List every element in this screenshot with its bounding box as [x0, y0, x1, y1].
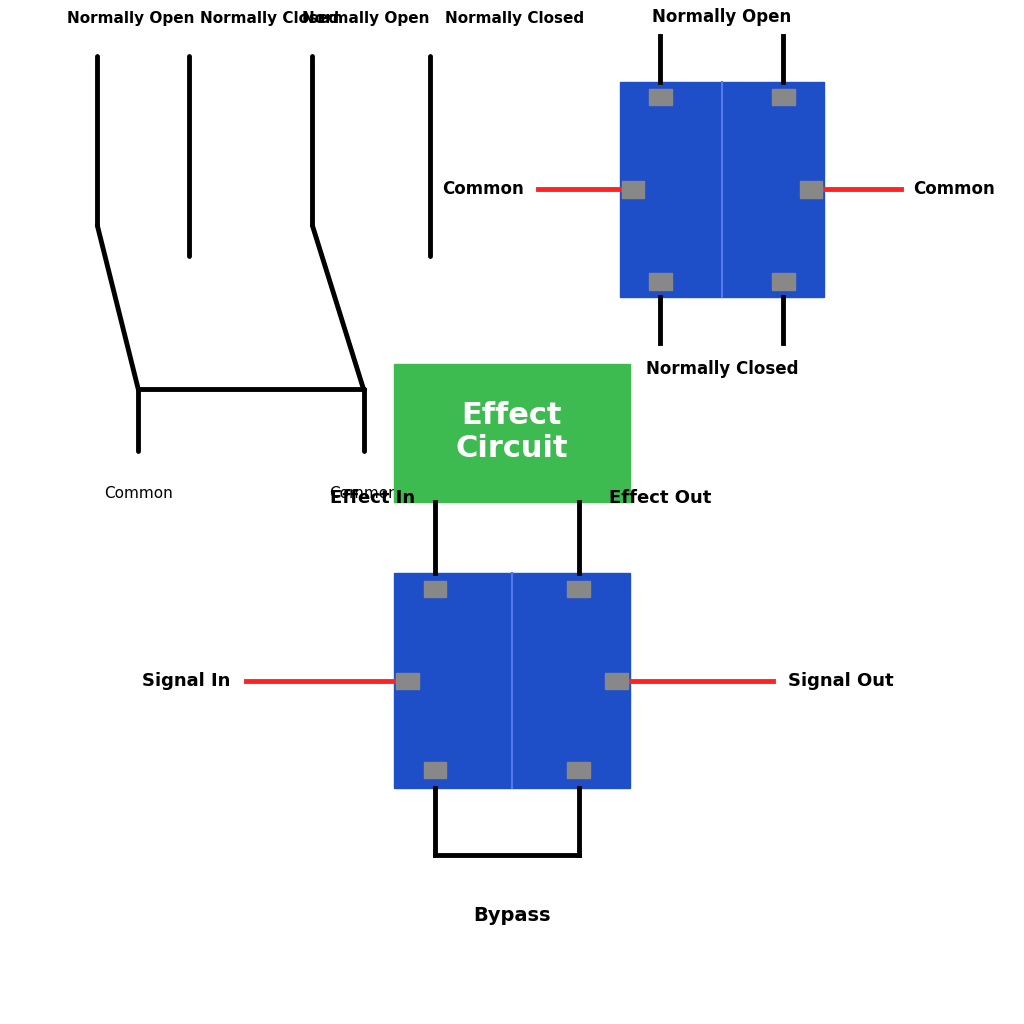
Bar	[394, 364, 630, 502]
Text: Effect In: Effect In	[330, 488, 415, 507]
Text: Normally Closed: Normally Closed	[445, 10, 585, 26]
Bar	[649, 273, 672, 290]
Bar	[605, 673, 628, 689]
Text: Common: Common	[913, 180, 995, 199]
Bar	[424, 581, 446, 597]
Bar	[396, 673, 419, 689]
Text: Common: Common	[329, 486, 398, 502]
Bar	[567, 762, 590, 778]
Bar	[567, 581, 590, 597]
Text: Signal In: Signal In	[142, 672, 230, 690]
Text: Normally Open: Normally Open	[302, 10, 430, 26]
Bar	[800, 181, 822, 198]
Text: Normally Open: Normally Open	[67, 10, 195, 26]
Text: Effect Out: Effect Out	[609, 488, 712, 507]
Text: Common: Common	[442, 180, 524, 199]
Bar	[424, 762, 446, 778]
Text: Normally Closed: Normally Closed	[200, 10, 339, 26]
Text: Effect
Circuit: Effect Circuit	[456, 400, 568, 464]
Bar	[772, 89, 795, 105]
Bar	[620, 82, 824, 297]
Text: Bypass: Bypass	[473, 906, 551, 926]
Text: Signal Out: Signal Out	[788, 672, 894, 690]
Text: Common: Common	[103, 486, 173, 502]
Bar	[649, 89, 672, 105]
Bar	[394, 573, 630, 788]
Bar	[622, 181, 644, 198]
Bar	[772, 273, 795, 290]
Text: Normally Closed: Normally Closed	[646, 360, 798, 379]
Text: Normally Open: Normally Open	[652, 7, 792, 26]
